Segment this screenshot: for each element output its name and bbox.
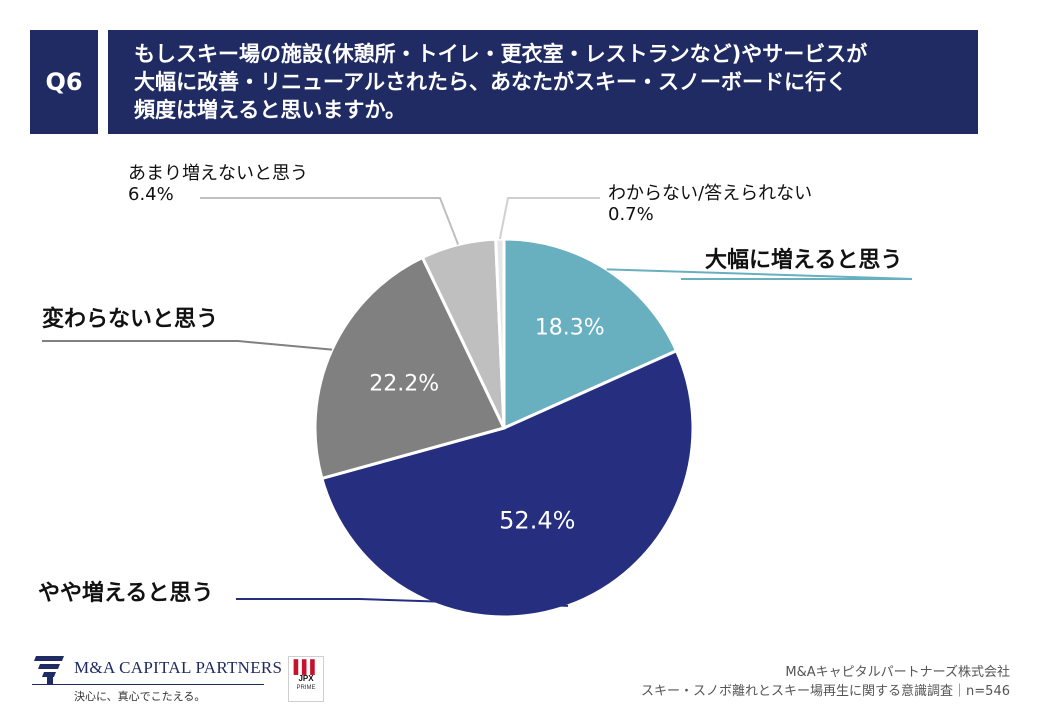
leader-line-2 (42, 340, 333, 351)
pie-slice-0 (502, 237, 679, 431)
slice-value-2: 22.2% (369, 372, 439, 397)
question-line-2: 大幅に改善・リニューアルされたら、あなたがスキー・スノーボードに行く (134, 70, 847, 94)
slice-label-2: 変わらないと思う (42, 306, 218, 332)
question-number: Q6 (45, 68, 83, 96)
slice-value-4: 0.7% (608, 204, 654, 225)
company-name: M&Aキャピタルパートナーズ株式会社 (785, 665, 1010, 680)
slice-value-3: 6.4% (128, 184, 174, 205)
jpx-label: JPX (298, 674, 314, 683)
logo-divider (32, 684, 264, 685)
leader-line-3 (200, 197, 460, 246)
survey-note: スキー・スノボ離れとスキー場再生に関する意識調査｜n=546 (641, 684, 1010, 699)
pie-slice-4 (494, 237, 506, 429)
leader-line-0 (606, 268, 913, 280)
slice-value-0: 18.3% (535, 315, 605, 340)
logo-tagline: 決心に、真心でこたえる。 (74, 691, 206, 703)
logo-mark-icon (34, 656, 64, 684)
company-logo: M&A CAPITAL PARTNERS 決心に、真心でこたえる。 (32, 654, 282, 708)
slice-label-3: あまり増えないと思う (128, 163, 308, 184)
pie-slice-2 (313, 255, 507, 481)
logo-name: M&A CAPITAL PARTNERS (74, 658, 283, 677)
leader-line-1 (236, 598, 569, 607)
slice-label-0: 大幅に増えると思う (705, 247, 902, 273)
leader-line-4 (498, 197, 600, 240)
question-number-badge: Q6 (30, 30, 98, 134)
jpx-prime-badge: ▌▌▌ JPX PRIME (288, 656, 324, 702)
question-line-3: 頻度は増えると思いますか。 (134, 98, 406, 122)
question-line-1: もしスキー場の施設(休憩所・トイレ・更衣室・レストランなど)やサービスが (134, 42, 868, 66)
slice-value-1: 52.4% (499, 506, 575, 534)
slice-label-1: やや増えると思う (38, 580, 213, 606)
source-credit: M&Aキャピタルパートナーズ株式会社 スキー・スノボ離れとスキー場再生に関する意… (641, 663, 1010, 701)
jpx-prime-label: PRIME (296, 685, 316, 691)
question-banner: もしスキー場の施設(休憩所・トイレ・更衣室・レストランなど)やサービスが 大幅に… (108, 30, 978, 134)
jpx-bars-icon: ▌▌▌ (293, 659, 320, 674)
slice-label-4: わからない/答えられない (608, 183, 812, 204)
